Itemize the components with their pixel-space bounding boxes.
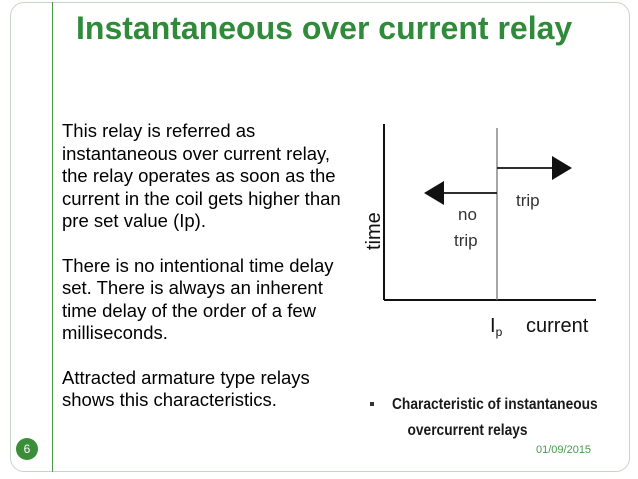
caption-line-2: overcurrent relays (407, 422, 528, 439)
slide-date: 01/09/2015 (536, 444, 592, 456)
region-label-trip: trip (516, 191, 540, 210)
slide-title: Instantaneous over current relay (76, 10, 573, 46)
region-label-no-trip-1: no (458, 205, 477, 224)
threshold-label: Ip (490, 315, 503, 339)
diagram-caption: Characteristic of instantaneous overcurr… (392, 392, 598, 444)
threshold-label-main: I (490, 315, 496, 337)
relay-characteristic-diagram: time no trip trip Ip current (363, 124, 596, 339)
region-label-no-trip-2: trip (454, 231, 478, 250)
slide-number-badge: 6 (16, 438, 38, 460)
x-axis-label: current (526, 315, 589, 337)
left-accent-rule (52, 2, 53, 472)
trip-arrowhead (552, 156, 572, 180)
body-paragraph-3: Attracted armature type relays shows thi… (62, 366, 310, 411)
slide-body: This relay is referred as instantaneous … (62, 120, 352, 412)
caption-bullet (370, 402, 374, 406)
slide-frame (10, 2, 630, 472)
y-axis-label: time (363, 212, 385, 250)
body-paragraph-2: There is no intentional time delay set. … (62, 254, 334, 344)
threshold-label-subscript: p (496, 325, 503, 339)
body-paragraph-1: This relay is referred as instantaneous … (62, 120, 341, 231)
caption-line-1: Characteristic of instantaneous (392, 396, 598, 413)
no-trip-arrowhead (424, 181, 444, 205)
